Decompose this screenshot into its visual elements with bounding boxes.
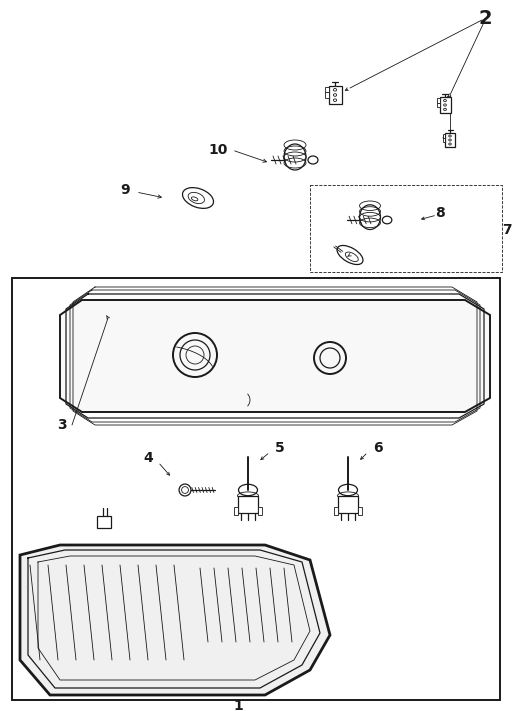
- Bar: [328, 86, 342, 104]
- Text: 4: 4: [143, 451, 153, 465]
- Text: 1: 1: [233, 699, 243, 711]
- Text: 7: 7: [502, 223, 512, 237]
- Bar: [443, 134, 445, 138]
- Text: 3: 3: [57, 418, 67, 432]
- Text: 5: 5: [275, 441, 285, 455]
- Bar: [445, 133, 455, 147]
- Bar: [259, 507, 262, 515]
- Bar: [97, 516, 111, 528]
- Bar: [325, 92, 328, 97]
- Bar: [325, 87, 328, 92]
- Bar: [440, 97, 450, 113]
- Bar: [334, 507, 338, 515]
- Bar: [443, 138, 445, 142]
- Text: 2: 2: [478, 9, 492, 28]
- Polygon shape: [20, 545, 330, 695]
- Bar: [238, 496, 259, 513]
- Text: 10: 10: [208, 143, 228, 157]
- Bar: [437, 98, 440, 103]
- Polygon shape: [60, 300, 490, 412]
- Bar: [234, 507, 238, 515]
- Bar: [338, 496, 359, 513]
- Bar: [12, 278, 500, 700]
- Text: 8: 8: [435, 206, 445, 220]
- Bar: [437, 103, 440, 107]
- Bar: [359, 507, 362, 515]
- Text: 9: 9: [120, 183, 130, 197]
- Text: 6: 6: [373, 441, 383, 455]
